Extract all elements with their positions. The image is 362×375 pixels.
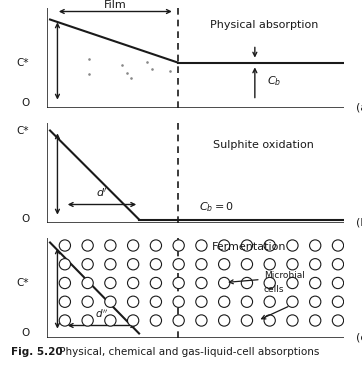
Ellipse shape <box>59 278 71 289</box>
Text: O: O <box>21 213 29 223</box>
Point <box>86 57 92 63</box>
Ellipse shape <box>310 240 321 251</box>
Ellipse shape <box>310 259 321 270</box>
Ellipse shape <box>173 278 184 289</box>
Text: $C_b$: $C_b$ <box>267 75 281 88</box>
Point <box>144 59 150 65</box>
Ellipse shape <box>82 278 93 289</box>
Text: O: O <box>21 328 29 339</box>
Ellipse shape <box>241 278 253 289</box>
Text: O: O <box>21 99 29 108</box>
Ellipse shape <box>264 278 275 289</box>
Point <box>119 62 125 68</box>
Ellipse shape <box>264 296 275 307</box>
Ellipse shape <box>59 259 71 270</box>
Ellipse shape <box>264 315 275 326</box>
Ellipse shape <box>150 278 161 289</box>
Ellipse shape <box>173 259 184 270</box>
Ellipse shape <box>219 259 230 270</box>
Text: Fig. 5.20: Fig. 5.20 <box>11 347 63 357</box>
Ellipse shape <box>332 278 344 289</box>
Ellipse shape <box>287 240 298 251</box>
Text: (b): (b) <box>356 217 362 228</box>
Text: Microbial: Microbial <box>264 270 305 279</box>
Ellipse shape <box>105 278 116 289</box>
Ellipse shape <box>82 296 93 307</box>
Text: cells: cells <box>264 285 284 294</box>
Text: C*: C* <box>17 126 29 135</box>
Ellipse shape <box>287 259 298 270</box>
Point <box>125 70 130 76</box>
Ellipse shape <box>82 259 93 270</box>
Ellipse shape <box>264 259 275 270</box>
Ellipse shape <box>264 240 275 251</box>
Text: Fermentation: Fermentation <box>212 243 286 252</box>
Ellipse shape <box>241 259 253 270</box>
Text: Sulphite oxidation: Sulphite oxidation <box>213 140 314 150</box>
Ellipse shape <box>105 240 116 251</box>
Ellipse shape <box>287 278 298 289</box>
Ellipse shape <box>127 315 139 326</box>
Text: C*: C* <box>17 278 29 288</box>
Ellipse shape <box>310 296 321 307</box>
Ellipse shape <box>59 315 71 326</box>
Ellipse shape <box>219 315 230 326</box>
Ellipse shape <box>127 296 139 307</box>
Ellipse shape <box>105 259 116 270</box>
Text: $d^{\prime\prime}$: $d^{\prime\prime}$ <box>95 308 109 321</box>
Ellipse shape <box>332 259 344 270</box>
Ellipse shape <box>196 240 207 251</box>
Ellipse shape <box>241 315 253 326</box>
Text: Film: Film <box>104 0 127 9</box>
Text: $C_b = 0$: $C_b = 0$ <box>199 201 234 214</box>
Ellipse shape <box>150 296 161 307</box>
Ellipse shape <box>196 296 207 307</box>
Point <box>128 75 134 81</box>
Ellipse shape <box>287 315 298 326</box>
Text: (c): (c) <box>356 333 362 342</box>
Ellipse shape <box>150 259 161 270</box>
Text: Physical, chemical and gas-liquid-cell absorptions: Physical, chemical and gas-liquid-cell a… <box>56 347 320 357</box>
Point <box>87 70 92 76</box>
Ellipse shape <box>310 278 321 289</box>
Ellipse shape <box>59 296 71 307</box>
Ellipse shape <box>332 240 344 251</box>
Text: $d'$: $d'$ <box>96 186 108 198</box>
Ellipse shape <box>219 240 230 251</box>
Text: Physical absorption: Physical absorption <box>210 21 318 30</box>
Ellipse shape <box>82 240 93 251</box>
Ellipse shape <box>82 315 93 326</box>
Ellipse shape <box>241 240 253 251</box>
Ellipse shape <box>150 240 161 251</box>
Text: (a): (a) <box>356 102 362 112</box>
Ellipse shape <box>332 296 344 307</box>
Ellipse shape <box>196 259 207 270</box>
Ellipse shape <box>150 315 161 326</box>
Ellipse shape <box>105 315 116 326</box>
Ellipse shape <box>173 296 184 307</box>
Text: C*: C* <box>17 57 29 68</box>
Ellipse shape <box>127 259 139 270</box>
Ellipse shape <box>196 315 207 326</box>
Ellipse shape <box>219 296 230 307</box>
Ellipse shape <box>173 240 184 251</box>
Ellipse shape <box>105 296 116 307</box>
Ellipse shape <box>127 278 139 289</box>
Ellipse shape <box>219 278 230 289</box>
Point <box>149 66 155 72</box>
Ellipse shape <box>310 315 321 326</box>
Ellipse shape <box>59 240 71 251</box>
Ellipse shape <box>287 296 298 307</box>
Point <box>167 68 173 74</box>
Ellipse shape <box>332 315 344 326</box>
Ellipse shape <box>127 240 139 251</box>
Ellipse shape <box>241 296 253 307</box>
Ellipse shape <box>173 315 184 326</box>
Ellipse shape <box>196 278 207 289</box>
